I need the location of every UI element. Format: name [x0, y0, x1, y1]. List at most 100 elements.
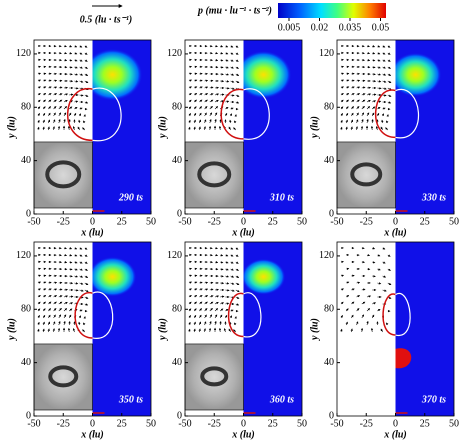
reference-label: 0.5 (lu · ts⁻¹): [80, 14, 132, 25]
velocity-vector: [220, 247, 224, 250]
velocity-vector: [345, 112, 349, 117]
velocity-vector: [194, 99, 197, 103]
velocity-vector: [235, 52, 239, 55]
velocity-vector: [69, 52, 73, 55]
velocity-vector: [204, 86, 209, 89]
velocity-vector: [366, 320, 369, 326]
velocity-vector: [188, 126, 191, 131]
velocity-vector: [188, 72, 192, 75]
velocity-vector: [230, 289, 235, 292]
velocity-vector: [356, 99, 360, 103]
panel: 360 ts -50 -25 0 25 50 0 40 80 120 x (lu) y (lu): [157, 241, 307, 440]
velocity-vector: [340, 328, 343, 333]
velocity-vector: [37, 281, 41, 284]
interface-right: [92, 291, 114, 339]
colorbar: [278, 3, 386, 18]
velocity-vector: [350, 119, 354, 124]
velocity-vector: [69, 45, 73, 48]
velocity-vector: [350, 126, 353, 131]
y-axis-label: y (lu): [6, 116, 17, 139]
velocity-vector: [188, 281, 192, 284]
panel: 370 ts -50 -25 0 25 50 0 40 80 120 x (lu) y (lu): [309, 241, 459, 440]
time-label: 360 ts: [269, 394, 294, 405]
velocity-vector: [350, 328, 353, 333]
velocity-vector: [230, 309, 234, 312]
velocity-vector: [58, 118, 61, 124]
velocity-vector: [351, 99, 355, 103]
velocity-vector: [69, 73, 73, 76]
velocity-vector: [193, 119, 196, 124]
velocity-vector: [233, 322, 237, 326]
y-tick-label: 120: [319, 48, 334, 59]
x-tick-label: 50: [146, 418, 156, 429]
x-tick-label: 50: [449, 418, 459, 429]
velocity-vector: [68, 321, 71, 326]
velocity-vector: [361, 112, 365, 117]
velocity-vector: [188, 86, 192, 89]
drop-image: [200, 366, 229, 387]
velocity-vector: [361, 301, 366, 305]
velocity-vector: [74, 52, 78, 55]
velocity-vector: [47, 126, 50, 131]
velocity-vector: [340, 86, 344, 89]
velocity-vector: [351, 93, 355, 96]
velocity-vector: [209, 86, 214, 89]
velocity-vector: [214, 44, 218, 48]
velocity-vector: [377, 52, 381, 55]
x-tick-label: 25: [420, 418, 430, 429]
velocity-vector: [366, 118, 369, 124]
velocity-vector: [188, 99, 192, 103]
interface-left: [220, 88, 244, 140]
velocity-vector: [199, 314, 202, 319]
velocity-vector: [198, 126, 201, 131]
x-tick-label: -50: [27, 216, 40, 227]
y-axis-label: y (lu): [157, 318, 168, 341]
velocity-vector: [366, 253, 371, 257]
velocity-vector: [199, 99, 203, 103]
y-tick-label: 40: [21, 155, 31, 166]
velocity-vector: [63, 260, 68, 264]
velocity-vector: [372, 66, 376, 69]
y-axis-label: y (lu): [309, 116, 320, 139]
velocity-vector: [74, 66, 78, 69]
pressure-field: [395, 242, 454, 416]
velocity-vector: [37, 106, 41, 110]
velocity-vector: [382, 59, 386, 62]
y-tick-label: 120: [167, 250, 182, 261]
velocity-vector: [63, 246, 67, 250]
velocity-vector: [340, 65, 344, 69]
velocity-vector: [356, 321, 359, 326]
velocity-vector: [63, 58, 68, 62]
velocity-vector: [387, 52, 391, 55]
y-tick-label: 80: [21, 304, 31, 315]
velocity-vector: [351, 72, 355, 76]
velocity-vector: [84, 66, 88, 69]
velocity-vector: [230, 107, 234, 110]
velocity-vector: [355, 126, 359, 131]
velocity-vector: [79, 107, 83, 110]
interface-left: [374, 89, 396, 139]
velocity-vector: [53, 295, 58, 298]
velocity-vector: [225, 308, 229, 312]
velocity-vector: [74, 268, 78, 271]
velocity-vector: [79, 94, 84, 97]
velocity-vector: [351, 274, 355, 278]
velocity-vector: [43, 72, 47, 75]
velocity-vector: [63, 295, 69, 298]
x-tick-label: 25: [117, 216, 127, 227]
velocity-vector: [224, 314, 228, 319]
velocity-vector: [220, 59, 224, 62]
velocity-vector: [220, 45, 224, 48]
interface-right: [92, 87, 122, 142]
velocity-vector: [188, 274, 192, 277]
velocity-vector: [209, 295, 214, 298]
velocity-vector: [220, 295, 225, 298]
time-label: 370 ts: [421, 394, 446, 405]
velocity-vector: [47, 321, 51, 326]
velocity-vector: [220, 73, 224, 76]
velocity-vector: [37, 119, 40, 124]
x-tick-label: 50: [297, 216, 307, 227]
y-tick-label: 80: [324, 102, 334, 113]
velocity-vector: [214, 118, 217, 124]
velocity-vector: [219, 321, 222, 326]
